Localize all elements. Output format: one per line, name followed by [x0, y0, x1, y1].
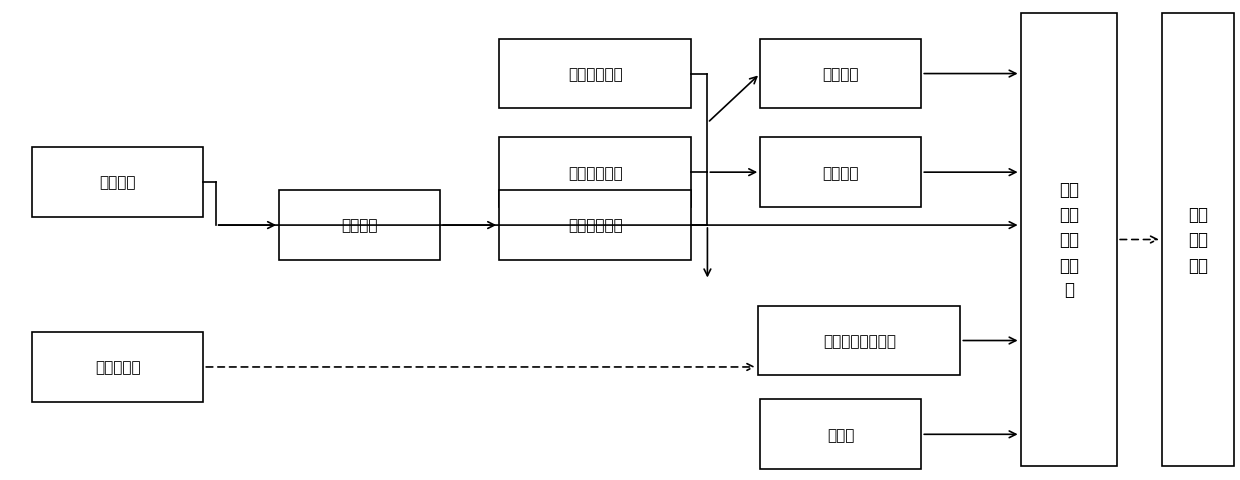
Bar [760, 40, 921, 109]
Text: 码伪距: 码伪距 [827, 427, 854, 442]
Text: 自调
整卡
尔曼
滤波
器: 自调 整卡 尔曼 滤波 器 [1059, 181, 1079, 299]
Bar [32, 148, 203, 217]
Text: 周跳检测: 周跳检测 [341, 218, 378, 233]
Bar [32, 333, 203, 402]
Text: 信噪比下降率: 信噪比下降率 [568, 67, 622, 82]
Text: 平滑
后的
伪距: 平滑 后的 伪距 [1188, 206, 1208, 274]
Text: 多普勒频移: 多普勒频移 [95, 360, 140, 375]
Text: 测量噪声: 测量噪声 [822, 67, 859, 82]
Bar [498, 138, 692, 207]
Text: 载波相位: 载波相位 [99, 175, 136, 190]
Bar [279, 191, 440, 260]
Bar [498, 40, 692, 109]
Text: 信噪比标准差: 信噪比标准差 [568, 165, 622, 180]
Bar [758, 306, 960, 375]
Bar [1162, 14, 1234, 466]
Bar [760, 138, 921, 207]
Text: 确定平滑方式: 确定平滑方式 [568, 218, 622, 233]
Bar [498, 191, 692, 260]
Bar [760, 399, 921, 469]
Text: 滤波器初始码伪距: 滤波器初始码伪距 [823, 333, 895, 348]
Text: 过程噪声: 过程噪声 [822, 165, 859, 180]
Bar [1021, 14, 1117, 466]
